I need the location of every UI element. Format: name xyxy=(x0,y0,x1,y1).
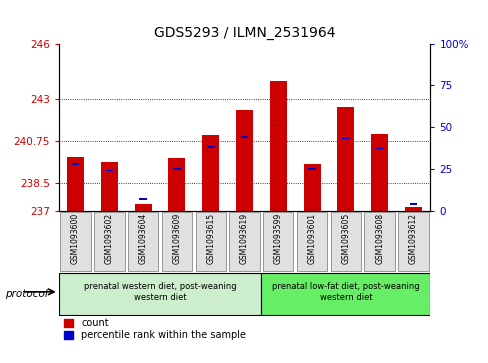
Bar xyxy=(274,125,282,126)
Bar xyxy=(375,148,383,150)
Bar xyxy=(240,136,248,138)
FancyBboxPatch shape xyxy=(59,273,261,315)
Bar xyxy=(269,81,286,211)
Text: GSM1093612: GSM1093612 xyxy=(408,213,417,264)
FancyBboxPatch shape xyxy=(162,212,192,271)
Text: GSM1093599: GSM1093599 xyxy=(273,213,282,264)
Bar xyxy=(67,157,84,211)
Bar xyxy=(206,146,214,148)
FancyBboxPatch shape xyxy=(261,273,429,315)
FancyBboxPatch shape xyxy=(128,212,158,271)
Bar xyxy=(236,110,252,211)
Text: GSM1093601: GSM1093601 xyxy=(307,213,316,264)
Bar xyxy=(105,170,113,171)
FancyBboxPatch shape xyxy=(364,212,394,271)
Text: prenatal western diet, post-weaning
western diet: prenatal western diet, post-weaning west… xyxy=(83,282,236,302)
Bar xyxy=(303,164,320,211)
Bar xyxy=(370,134,387,211)
FancyBboxPatch shape xyxy=(296,212,326,271)
Text: GSM1093608: GSM1093608 xyxy=(374,213,384,264)
Bar xyxy=(134,204,151,211)
Bar xyxy=(168,158,185,211)
Text: prenatal low-fat diet, post-weaning
western diet: prenatal low-fat diet, post-weaning west… xyxy=(271,282,419,302)
Bar xyxy=(139,198,146,200)
Text: GSM1093609: GSM1093609 xyxy=(172,213,181,264)
Bar xyxy=(337,107,354,211)
Bar xyxy=(341,138,349,139)
Bar xyxy=(409,203,416,205)
FancyBboxPatch shape xyxy=(60,212,91,271)
FancyBboxPatch shape xyxy=(397,212,428,271)
Text: GSM1093619: GSM1093619 xyxy=(240,213,248,264)
Bar xyxy=(173,168,181,170)
Text: GSM1093615: GSM1093615 xyxy=(206,213,215,264)
Text: GSM1093600: GSM1093600 xyxy=(71,213,80,264)
Title: GDS5293 / ILMN_2531964: GDS5293 / ILMN_2531964 xyxy=(153,26,335,40)
Bar xyxy=(101,162,118,211)
FancyBboxPatch shape xyxy=(195,212,225,271)
Legend: count, percentile rank within the sample: count, percentile rank within the sample xyxy=(63,318,245,340)
Text: GSM1093605: GSM1093605 xyxy=(341,213,349,264)
Bar xyxy=(404,207,421,211)
FancyBboxPatch shape xyxy=(263,212,293,271)
Text: protocol: protocol xyxy=(5,289,47,299)
Bar xyxy=(307,168,315,170)
Bar xyxy=(72,163,79,164)
Text: GSM1093604: GSM1093604 xyxy=(139,213,147,264)
Bar xyxy=(202,135,219,211)
Text: GSM1093602: GSM1093602 xyxy=(104,213,114,264)
FancyBboxPatch shape xyxy=(94,212,124,271)
FancyBboxPatch shape xyxy=(229,212,259,271)
FancyBboxPatch shape xyxy=(330,212,360,271)
